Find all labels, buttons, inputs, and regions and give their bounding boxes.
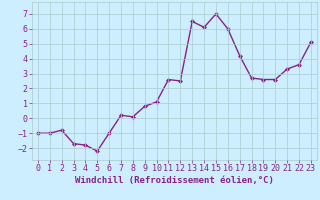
X-axis label: Windchill (Refroidissement éolien,°C): Windchill (Refroidissement éolien,°C)	[75, 176, 274, 185]
